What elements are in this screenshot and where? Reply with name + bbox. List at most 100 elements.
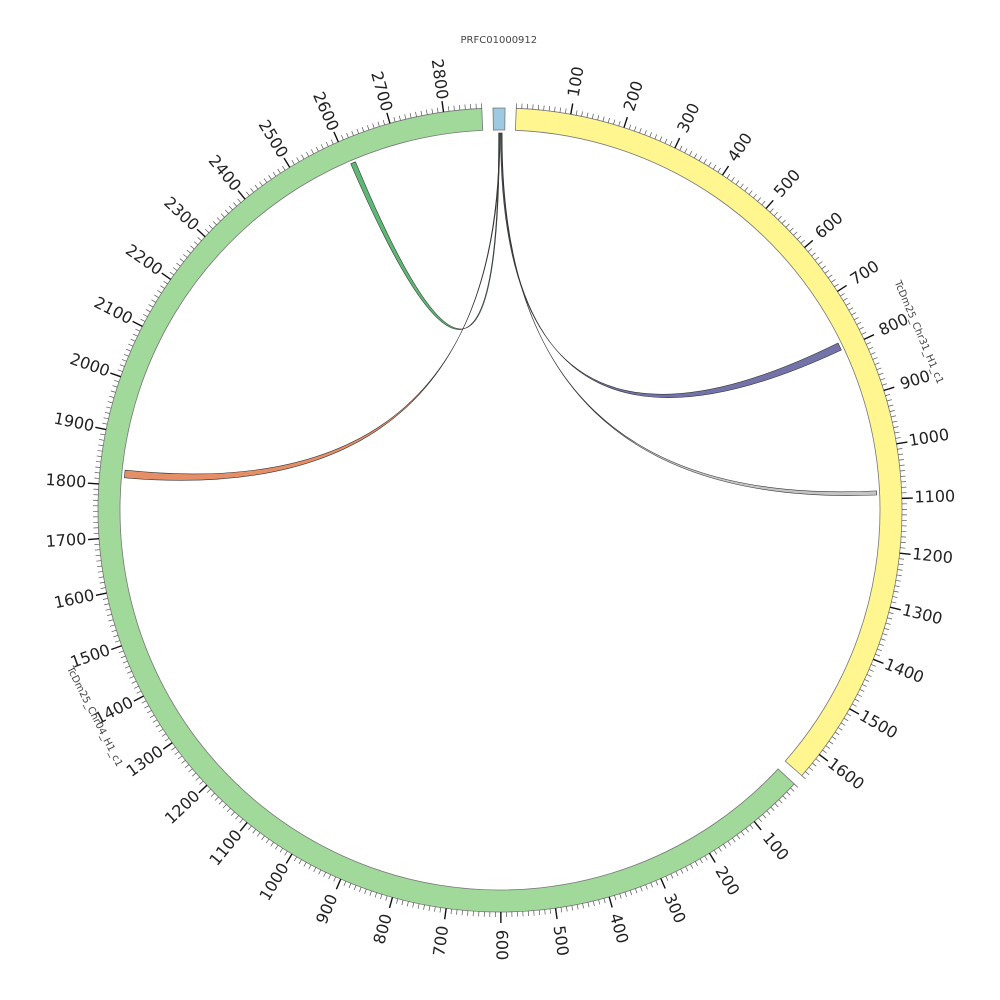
minor-tick [193, 241, 199, 246]
minor-tick [291, 160, 295, 165]
minor-tick [894, 431, 900, 434]
minor-tick [96, 565, 102, 568]
minor-tick [880, 638, 886, 641]
minor-tick [210, 792, 215, 797]
minor-tick [351, 130, 354, 136]
minor-tick [404, 114, 407, 120]
minor-tick [845, 302, 851, 306]
minor-tick [158, 728, 164, 733]
minor-tick [831, 279, 836, 283]
minor-tick [102, 598, 108, 600]
minor-tick [372, 123, 375, 129]
tick-label: 200 [711, 863, 743, 899]
minor-tick [782, 795, 787, 800]
minor-tick [597, 115, 600, 121]
minor-tick [118, 650, 124, 654]
minor-tick [713, 850, 718, 855]
minor-tick [770, 806, 775, 812]
minor-tick [212, 221, 217, 226]
links-layer [124, 132, 878, 496]
minor-tick [640, 886, 643, 892]
minor-tick [851, 703, 857, 707]
ideogram-chr31 [514, 107, 903, 777]
minor-tick [428, 905, 431, 911]
minor-tick [325, 141, 329, 147]
minor-tick [864, 679, 870, 682]
minor-tick [778, 799, 783, 804]
minor-tick [401, 900, 404, 906]
major-tick [95, 592, 107, 596]
minor-tick [592, 900, 595, 906]
minor-tick [195, 776, 200, 781]
minor-tick [131, 680, 137, 684]
minor-tick [843, 297, 848, 302]
minor-tick [108, 619, 114, 622]
minor-tick [103, 417, 109, 420]
minor-tick [328, 874, 332, 880]
minor-tick [607, 117, 610, 123]
minor-tick [100, 587, 106, 589]
minor-tick [412, 902, 415, 908]
major-tick [804, 239, 814, 249]
major-tick [863, 334, 875, 340]
minor-tick [105, 608, 111, 611]
link-contig-chr04-2610 [350, 132, 500, 330]
tick-label: 1100 [914, 486, 955, 506]
minor-tick [161, 733, 167, 737]
minor-tick [726, 173, 731, 179]
minor-tick [303, 862, 307, 867]
tick-label: 700 [847, 256, 883, 289]
minor-tick [96, 455, 102, 457]
major-tick [721, 165, 730, 176]
minor-tick [824, 270, 830, 274]
minor-tick [361, 126, 365, 132]
minor-tick [694, 861, 698, 866]
minor-tick [690, 863, 694, 869]
minor-tick [811, 252, 816, 257]
minor-tick [857, 693, 862, 697]
minor-tick [866, 341, 871, 345]
minor-tick [885, 393, 891, 397]
minor-tick [313, 867, 317, 872]
minor-tick [565, 108, 567, 114]
minor-tick [301, 154, 305, 160]
major-tick [161, 272, 172, 280]
minor-tick [265, 838, 270, 844]
major-tick [753, 820, 762, 831]
minor-tick [735, 180, 740, 185]
minor-tick [155, 724, 161, 728]
minor-tick [353, 885, 357, 891]
major-tick [239, 822, 248, 832]
minor-tick [112, 385, 118, 388]
minor-tick [689, 150, 693, 156]
minor-tick [298, 859, 302, 865]
minor-tick [893, 590, 899, 593]
minor-tick [99, 581, 105, 584]
minor-tick [840, 293, 845, 297]
minor-tick [566, 906, 568, 912]
tick-label: 2800 [428, 58, 453, 101]
minor-tick [377, 121, 380, 127]
minor-tick [834, 731, 840, 736]
minor-tick [181, 760, 186, 764]
minor-tick [256, 832, 261, 837]
minor-tick [218, 800, 223, 805]
minor-tick [732, 837, 736, 843]
major-tick [95, 426, 107, 431]
minor-tick [359, 887, 362, 893]
major-tick [554, 908, 558, 920]
minor-tick [252, 829, 257, 834]
tick-label: 500 [550, 924, 573, 957]
minor-tick [766, 810, 771, 815]
minor-tick [436, 107, 439, 113]
minor-tick [769, 208, 774, 213]
minor-tick [268, 175, 272, 180]
minor-tick [559, 107, 562, 113]
major-tick [441, 100, 445, 113]
minor-tick [160, 285, 165, 289]
minor-tick [263, 178, 268, 183]
minor-tick [98, 576, 104, 579]
minor-tick [891, 601, 897, 604]
minor-tick [680, 868, 684, 874]
minor-tick [99, 439, 105, 441]
